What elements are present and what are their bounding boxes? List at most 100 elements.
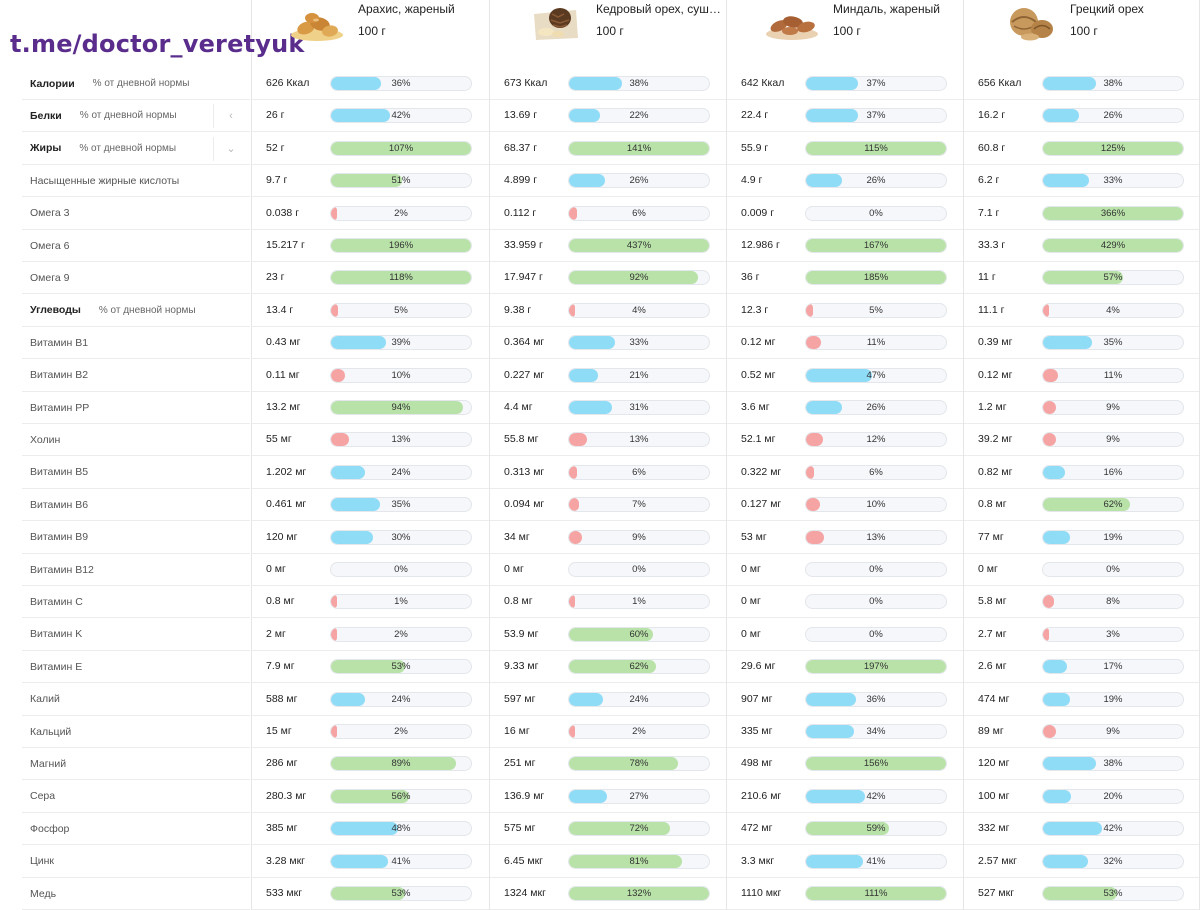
progress-fill <box>806 887 946 900</box>
nutrient-cell: 385 мг 48% <box>252 813 489 846</box>
product-header[interactable]: Грецкий орех 100 г <box>964 0 1199 66</box>
product-name[interactable]: Грецкий орех <box>1070 2 1144 16</box>
progress-fill <box>331 789 410 803</box>
progress-fill <box>1043 660 1067 674</box>
nutrient-amount: 0.009 г <box>741 206 775 219</box>
daily-norm-progress-bar: 22% <box>568 108 710 124</box>
nutrient-cell: 0.322 мг 6% <box>727 457 963 489</box>
nutrient-amount: 385 мг <box>266 822 298 835</box>
daily-norm-progress-bar: 41% <box>330 853 472 869</box>
nutrient-amount: 23 г <box>266 271 285 284</box>
product-name[interactable]: Кедровый орех, суше... <box>596 2 722 16</box>
progress-fill <box>331 822 399 836</box>
nutrient-cell: 2.57 мкг 32% <box>964 846 1199 878</box>
progress-fill <box>569 725 575 738</box>
daily-norm-progress-bar: 429% <box>1042 238 1184 253</box>
product-name[interactable]: Арахис, жареный <box>358 2 455 16</box>
daily-norm-progress-bar: 156% <box>805 756 947 772</box>
nutrient-cell: 0.038 г 2% <box>252 198 489 230</box>
product-header[interactable]: Арахис, жареный 100 г <box>252 0 489 66</box>
daily-norm-progress-bar: 6% <box>568 205 710 221</box>
daily-norm-progress-bar: 42% <box>330 108 472 124</box>
nutrient-amount: 597 мг <box>504 692 536 705</box>
daily-norm-progress-bar: 17% <box>1042 659 1184 675</box>
progress-percent: 37% <box>866 78 886 89</box>
nutrient-cell: 597 мг 24% <box>490 684 726 716</box>
nutrient-amount: 34 мг <box>504 530 530 543</box>
progress-fill <box>806 336 822 350</box>
daily-norm-progress-bar: 1% <box>330 594 472 610</box>
nutrient-cell: 0 мг 0% <box>490 554 726 586</box>
nutrient-cell: 3.3 мкг 41% <box>727 846 963 878</box>
nutrient-cell: 52 г 107% <box>252 133 489 165</box>
nutrient-cell: 89 мг 9% <box>964 716 1199 748</box>
daily-norm-progress-bar: 11% <box>1042 367 1184 383</box>
progress-fill <box>331 109 390 123</box>
nutrient-amount: 533 мкг <box>266 887 303 899</box>
daily-norm-progress-bar: 38% <box>1042 76 1184 91</box>
nutrient-amount: 907 мг <box>741 692 773 705</box>
progress-fill <box>1043 239 1183 252</box>
daily-norm-progress-bar: 197% <box>805 659 947 675</box>
nutrient-amount: 2 мг <box>266 627 286 640</box>
nutrient-amount: 6.45 мкг <box>504 854 543 867</box>
daily-norm-progress-bar: 19% <box>1042 529 1184 545</box>
nutrient-amount: 60.8 г <box>978 141 1006 154</box>
nutrient-amount: 0.8 мг <box>266 595 295 608</box>
nutrient-cell: 16 мг 2% <box>490 716 726 748</box>
daily-norm-progress-bar: 78% <box>568 756 710 772</box>
progress-percent: 10% <box>391 369 411 381</box>
nutrient-row-label[interactable]: Жиры % от дневной нормы ⌄ <box>22 133 250 165</box>
nutrient-amount: 0 мг <box>741 595 761 608</box>
progress-fill <box>331 887 406 900</box>
chevron-left-icon[interactable]: ‹ <box>229 110 233 123</box>
nutrient-cell: 210.6 мг 42% <box>727 781 963 813</box>
nutrient-row-label[interactable]: Белки % от дневной нормы ‹ <box>22 100 250 133</box>
daily-norm-progress-bar: 24% <box>568 691 710 707</box>
daily-norm-progress-bar: 24% <box>330 464 472 480</box>
progress-percent: 92% <box>629 272 649 284</box>
nutrient-cell: 9.38 г 4% <box>490 295 726 327</box>
daily-norm-progress-bar: 39% <box>330 335 472 351</box>
progress-fill <box>569 206 578 220</box>
progress-fill <box>569 368 599 382</box>
nutrient-cell: 55 мг 13% <box>252 424 489 457</box>
progress-percent: 167% <box>863 240 889 251</box>
product-header[interactable]: Кедровый орех, суше... 100 г <box>490 0 726 66</box>
nutrient-amount: 1.202 мг <box>266 465 307 478</box>
progress-percent: 62% <box>1103 499 1123 511</box>
nutrient-row-label: Медь <box>22 878 250 910</box>
daily-norm-progress-bar: 2% <box>330 626 472 642</box>
nutrient-cell: 100 мг 20% <box>964 781 1199 813</box>
nutrient-name: Фосфор <box>30 822 70 835</box>
progress-percent: 48% <box>391 823 411 835</box>
daily-norm-progress-bar: 185% <box>805 270 947 286</box>
progress-percent: 34% <box>866 726 886 737</box>
nutrient-row-label: Витамин B1 <box>22 327 250 360</box>
product-column: Кедровый орех, суше... 100 г 673 Ккал 38% 13… <box>490 0 727 910</box>
progress-fill <box>1043 109 1080 123</box>
product-name[interactable]: Миндаль, жареный <box>833 2 940 16</box>
progress-fill <box>569 822 670 836</box>
daily-norm-progress-bar: 9% <box>1042 432 1184 448</box>
progress-percent: 42% <box>391 110 411 122</box>
progress-fill <box>1043 822 1102 836</box>
progress-percent: 9% <box>1106 402 1120 413</box>
progress-fill <box>331 595 337 609</box>
nutrient-row-label: Омега 9 <box>22 262 250 295</box>
nutrient-cell: 15 мг 2% <box>252 716 489 748</box>
nutrient-amount: 5.8 мг <box>978 595 1007 608</box>
daily-norm-progress-bar: 4% <box>568 302 710 318</box>
nutrient-row-label: Цинк <box>22 846 250 878</box>
daily-norm-progress-bar: 437% <box>568 238 710 253</box>
nutrient-amount: 11.1 г <box>978 303 1005 316</box>
nutrient-amount: 3.6 мг <box>741 401 770 413</box>
nutrient-cell: 68.37 г 141% <box>490 133 726 165</box>
daily-norm-progress-bar: 47% <box>805 367 947 383</box>
progress-percent: 1% <box>632 596 646 608</box>
progress-percent: 5% <box>869 304 883 316</box>
chevron-down-icon[interactable]: ⌄ <box>226 143 236 156</box>
daily-norm-progress-bar: 4% <box>1042 302 1184 318</box>
product-header[interactable]: Миндаль, жареный 100 г <box>727 0 963 66</box>
nutrient-amount: 626 Ккал <box>266 77 310 89</box>
